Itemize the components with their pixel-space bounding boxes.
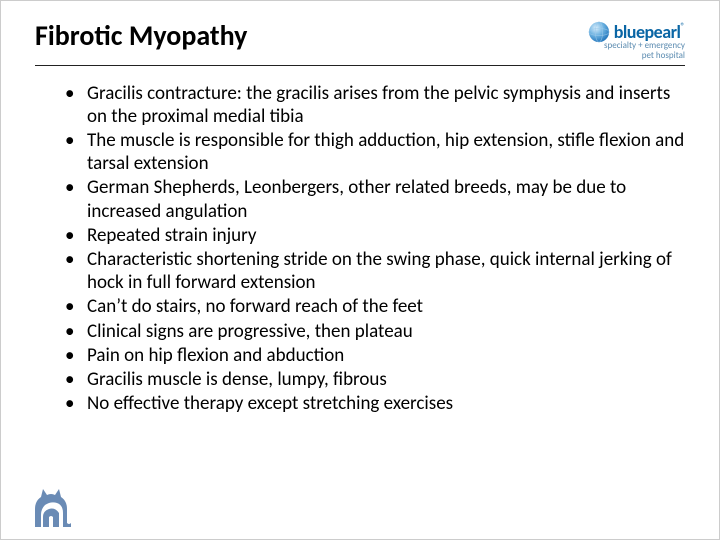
list-item: Can’t do stairs, no forward reach of the… (65, 295, 685, 318)
cat-icon (29, 483, 73, 529)
registered-mark: ® (680, 21, 685, 32)
list-item: The muscle is responsible for thigh addu… (65, 129, 685, 175)
brand-logo: bluepearl® specialty + emergency pet hos… (588, 21, 685, 61)
bullet-list: Gracilis contracture: the gracilis arise… (35, 82, 685, 415)
title-row: Fibrotic Myopathy bluepe (35, 21, 685, 66)
slide-container: Fibrotic Myopathy bluepe (1, 1, 719, 539)
logo-tagline: specialty + emergency pet hospital (604, 41, 685, 61)
list-item: No effective therapy except stretching e… (65, 392, 685, 415)
list-item: Characteristic shortening stride on the … (65, 248, 685, 294)
list-item: Repeated strain injury (65, 224, 685, 247)
list-item: Gracilis contracture: the gracilis arise… (65, 82, 685, 128)
page-title: Fibrotic Myopathy (35, 21, 247, 52)
list-item: Pain on hip flexion and abduction (65, 344, 685, 367)
list-item: German Shepherds, Leonbergers, other rel… (65, 176, 685, 222)
list-item: Clinical signs are progressive, then pla… (65, 320, 685, 343)
list-item: Gracilis muscle is dense, lumpy, fibrous (65, 368, 685, 391)
tagline-line-2: pet hospital (642, 50, 685, 61)
